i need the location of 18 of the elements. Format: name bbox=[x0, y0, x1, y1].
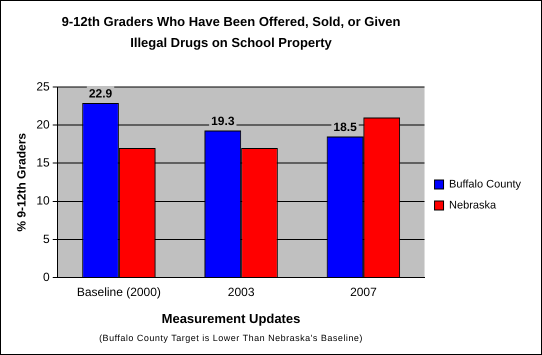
legend-label: Nebraska bbox=[449, 200, 498, 212]
x-tick-label: 2007 bbox=[350, 285, 378, 300]
data-label: 18.5 bbox=[333, 120, 358, 134]
y-tick-label: 5 bbox=[43, 232, 50, 246]
x-tick-label: 2003 bbox=[228, 285, 255, 300]
y-tick-label: 0 bbox=[43, 270, 50, 284]
chart-title: 9-12th Graders Who Have Been Offered, Sold, or Given Illegal Drugs on School Property bbox=[61, 13, 401, 52]
y-tick-label: 15 bbox=[36, 156, 50, 170]
data-label: 19.3 bbox=[211, 114, 235, 128]
x-tick-label: Baseline (2000) bbox=[76, 285, 161, 300]
legend-label: Buffalo County bbox=[449, 178, 522, 191]
data-label: 22.9 bbox=[88, 86, 113, 100]
x-axis-title: Measurement Updates bbox=[160, 311, 302, 326]
y-tick-label: 20 bbox=[36, 117, 50, 132]
y-axis-title: % 9-12th Graders bbox=[14, 132, 29, 232]
y-tick-label: 25 bbox=[36, 79, 50, 94]
y-tick-label: 10 bbox=[36, 194, 50, 208]
text: (Buffalo County Target is Lower Than Nebraska's Baseline) bbox=[98, 333, 364, 343]
